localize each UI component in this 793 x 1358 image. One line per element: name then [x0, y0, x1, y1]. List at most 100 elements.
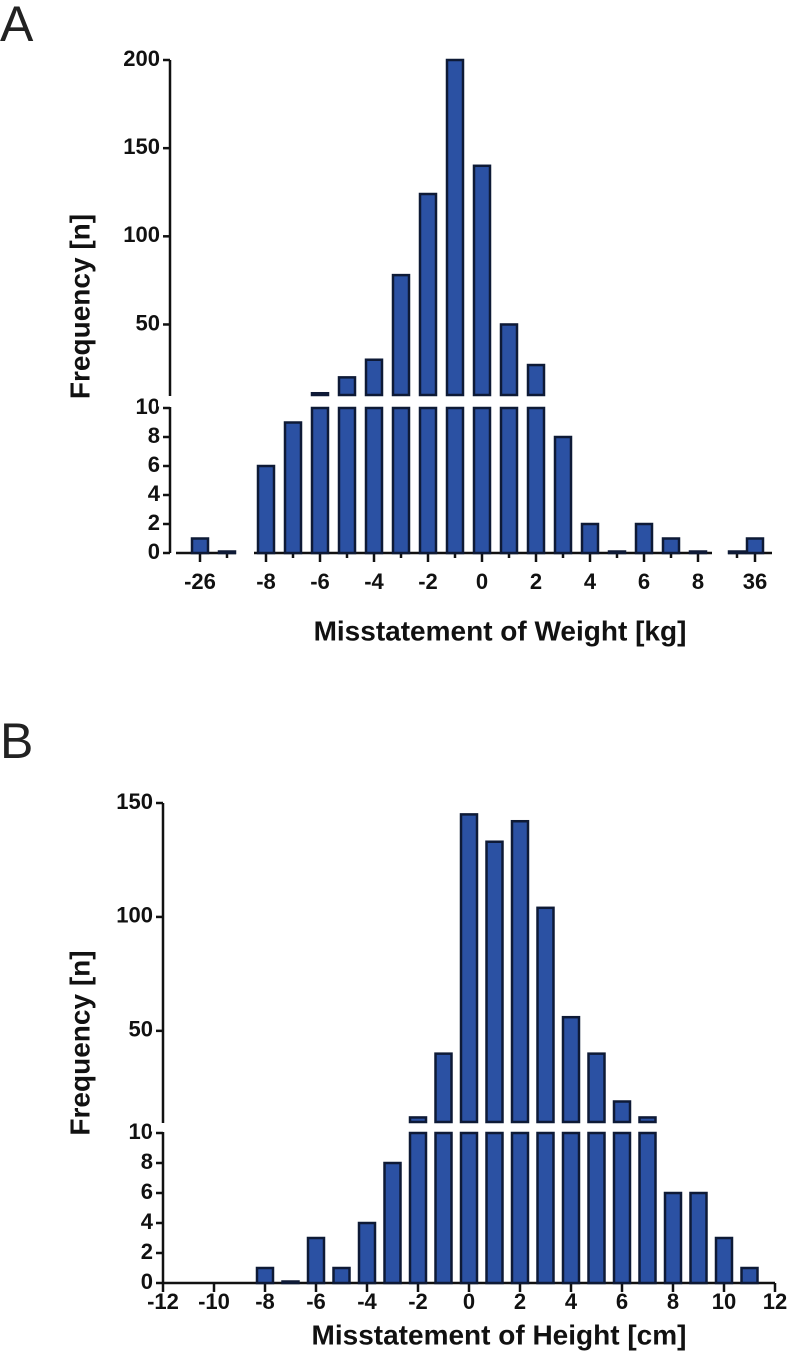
bar [256, 464, 276, 555]
y-tick-label: 10 [129, 1119, 153, 1144]
y-tick-label: 6 [148, 452, 160, 477]
y-tick-label: 8 [141, 1149, 153, 1174]
y-axis-label: Frequency [n] [64, 950, 95, 1135]
bar-upper [337, 376, 357, 397]
y-tick-label: 50 [136, 310, 160, 335]
y-tick-label: 0 [148, 539, 160, 564]
y-tick-label: 10 [136, 394, 160, 419]
x-tick-label: -6 [310, 569, 330, 594]
bar-upper [364, 358, 384, 397]
x-tick-label: -8 [256, 569, 276, 594]
bar-upper [638, 1116, 657, 1124]
bar [526, 406, 546, 555]
y-tick-label: 8 [148, 423, 160, 448]
x-tick-label: -26 [184, 569, 216, 594]
bar [561, 1131, 581, 1285]
x-tick-label: 0 [463, 1289, 475, 1314]
x-tick-label: 2 [530, 569, 542, 594]
x-axis-label: Misstatement of Weight [kg] [314, 615, 687, 646]
bar [714, 1236, 734, 1285]
bar [688, 550, 708, 555]
bar [337, 406, 357, 555]
y-tick-label: 100 [123, 222, 160, 247]
bar-upper [526, 363, 546, 397]
bar [255, 1266, 275, 1285]
bar [689, 1191, 708, 1285]
x-tick-label: 8 [667, 1289, 679, 1314]
bar [510, 1131, 530, 1285]
bar [499, 406, 519, 555]
bar [391, 406, 411, 555]
bar [745, 537, 765, 555]
x-tick-label: -4 [364, 569, 384, 594]
x-tick-label: 4 [565, 1289, 578, 1314]
y-axis-label: Frequency [n] [64, 214, 95, 399]
y-tick-label: 2 [148, 510, 160, 535]
bar-upper [472, 164, 492, 397]
x-tick-label: 6 [638, 569, 650, 594]
bar [357, 1221, 377, 1285]
bar-upper [418, 192, 438, 397]
bar [661, 537, 681, 555]
x-tick-label: 36 [743, 569, 767, 594]
bar [727, 550, 747, 555]
bar [638, 1131, 657, 1285]
x-axis-label: Misstatement of Height [cm] [312, 1319, 687, 1350]
y-tick-label: 0 [141, 1269, 153, 1294]
bar [553, 435, 573, 555]
bar-upper [391, 273, 411, 397]
x-tick-label: -12 [147, 1289, 179, 1314]
bar-upper [434, 1052, 453, 1124]
axis-break [158, 396, 770, 407]
x-tick-label: 8 [692, 569, 704, 594]
y-tick-label: 4 [141, 1209, 154, 1234]
bar [472, 406, 492, 555]
bar [634, 522, 654, 555]
x-tick-label: -6 [306, 1289, 326, 1314]
bar [587, 1131, 606, 1285]
y-tick-label: 6 [141, 1179, 153, 1204]
y-tick-label: 4 [148, 481, 161, 506]
bar [281, 1280, 300, 1285]
y-tick-label: 150 [123, 134, 160, 159]
bar [283, 421, 303, 555]
bar-upper [536, 906, 555, 1124]
y-tick-label: 200 [123, 46, 160, 71]
bar [536, 1131, 555, 1285]
bar-upper [459, 813, 479, 1124]
bar-upper [612, 1100, 632, 1124]
bar-upper [587, 1052, 606, 1124]
x-tick-label: -2 [418, 569, 438, 594]
bar [663, 1191, 683, 1285]
x-tick-label: 2 [514, 1289, 526, 1314]
x-tick-label: 6 [616, 1289, 628, 1314]
y-tick-label: 150 [116, 789, 153, 814]
bar-upper [510, 819, 530, 1124]
bar-upper [445, 58, 465, 397]
bar-upper [499, 323, 519, 397]
bar [418, 406, 438, 555]
bar [740, 1266, 759, 1285]
bar [408, 1131, 428, 1285]
bar-upper [408, 1116, 428, 1124]
axis-break [151, 1123, 775, 1132]
y-tick-label: 100 [116, 903, 153, 928]
bar [485, 1131, 504, 1285]
bar-upper [310, 391, 330, 397]
bar [364, 406, 384, 555]
x-tick-label: -8 [255, 1289, 275, 1314]
bar [445, 406, 465, 555]
x-tick-label: -10 [198, 1289, 230, 1314]
bar [383, 1161, 402, 1285]
bar-upper [561, 1015, 581, 1124]
bar [434, 1131, 453, 1285]
bar [607, 550, 627, 555]
y-tick-label: 50 [129, 1017, 153, 1042]
bar [190, 537, 210, 555]
bar [217, 550, 237, 555]
x-tick-label: 0 [476, 569, 488, 594]
x-tick-label: -4 [357, 1289, 377, 1314]
x-tick-label: 4 [584, 569, 597, 594]
bar [332, 1266, 351, 1285]
